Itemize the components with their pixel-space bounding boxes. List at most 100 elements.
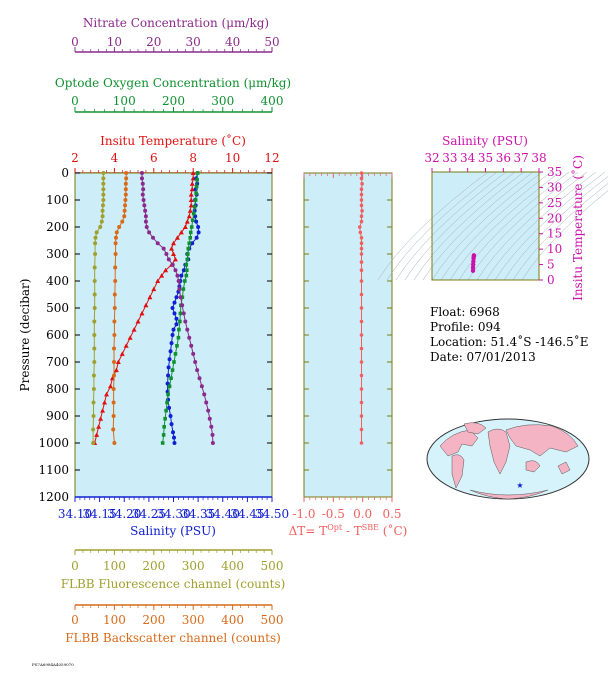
salinity-tick-label: 34.35 <box>181 507 215 521</box>
oxygen-point <box>164 408 168 413</box>
date: Date: 07/01/2013 <box>430 350 536 364</box>
fluorescence-point <box>100 208 105 213</box>
ts-x-tick-label: 37 <box>514 151 529 165</box>
oxygen-tick-label: 400 <box>261 94 284 108</box>
ts-density-contour <box>386 171 498 281</box>
temperature-point <box>135 319 141 324</box>
pressure-tick-label: 800 <box>46 382 69 396</box>
oxygen-point <box>177 327 181 332</box>
ts-salinity-label: Salinity (PSU) <box>442 134 528 148</box>
salinity-point <box>196 225 201 229</box>
ts-density-contour <box>467 171 579 281</box>
salinity-tick-label: 34.25 <box>132 507 166 521</box>
fluorescence-point <box>92 279 97 283</box>
ts-density-contour <box>521 190 608 281</box>
delta-t-point <box>359 241 364 245</box>
nitrate-point <box>177 287 182 292</box>
fluorescence-point <box>91 373 96 378</box>
backscatter-point <box>117 225 122 229</box>
nitrate-point <box>207 416 212 421</box>
backscatter-point <box>112 346 117 351</box>
backscatter-axis: 0 100 200 300 400 500 FLBB Backscatter channe… <box>65 604 283 645</box>
delta-t-point <box>359 187 364 191</box>
nitrate-point <box>161 246 166 251</box>
delta-t-point <box>359 346 364 351</box>
temperature-point <box>127 335 133 340</box>
backscatter-axis-label: FLBB Backscatter channel (counts) <box>65 631 281 645</box>
temperature-point <box>96 424 102 429</box>
fluorescence-point <box>93 252 98 256</box>
fluorescence-point <box>93 241 98 246</box>
oxygen-point <box>185 252 190 256</box>
oxygen-point <box>170 368 175 372</box>
delta-t-point <box>359 252 364 256</box>
salinity-tick-label: 34.40 <box>206 507 240 521</box>
temperature-point <box>119 351 125 356</box>
delta-t-point <box>359 400 364 405</box>
ts-x-tick-label: 32 <box>424 151 439 165</box>
backscatter-point <box>113 241 118 246</box>
nitrate-point <box>178 295 183 300</box>
temperature-tick-label: 4 <box>111 151 119 165</box>
float-location-marker: ★ <box>516 481 523 490</box>
backscatter-point <box>113 252 118 256</box>
oxygen-point <box>160 441 165 445</box>
fluorescence-point <box>91 400 96 405</box>
salinity-point <box>172 311 177 316</box>
fluorescence-tick-label: 300 <box>182 559 205 573</box>
fluorescence-point <box>91 427 96 432</box>
temperature-point <box>139 310 145 316</box>
backscatter-tick-label: 100 <box>103 613 126 627</box>
location: Location: 51.4˚S -146.5˚E <box>430 334 588 349</box>
nitrate-point <box>187 335 192 340</box>
dt-tick-label: 0.0 <box>353 507 372 521</box>
fluorescence-point <box>92 292 97 297</box>
fluorescence-point <box>99 219 104 224</box>
oxygen-point <box>188 236 193 240</box>
delta-t-point <box>358 230 363 235</box>
fluorescence-point <box>101 176 106 181</box>
temperature-point <box>113 367 119 373</box>
oxygen-point <box>195 171 200 175</box>
ts-y-tick-label: 5 <box>547 258 555 272</box>
ts-density-contour <box>404 171 516 281</box>
ts-x-tick-label: 36 <box>496 151 511 165</box>
delta-t-point <box>359 360 364 364</box>
salinity-point <box>194 235 199 240</box>
fluorescence-point <box>91 441 96 445</box>
backscatter-point <box>112 319 117 324</box>
salinity-tick-label: 34.45 <box>230 507 264 521</box>
temperature-tick-label: 2 <box>71 151 79 165</box>
dt-tick-label: -1.0 <box>292 507 315 521</box>
nitrate-point <box>193 360 198 364</box>
pressure-tick-label: 700 <box>46 355 69 369</box>
salinity-point <box>174 322 179 327</box>
oxygen-point <box>185 257 190 262</box>
backscatter-tick-label: 0 <box>71 613 79 627</box>
delta-t-point <box>359 319 364 324</box>
fluorescence-tick-label: 100 <box>103 559 126 573</box>
pressure-tick-label: 400 <box>46 274 69 288</box>
delta-t-axis-label: ΔT= TOpt - TSBE (˚C) <box>289 523 408 538</box>
footer-code: PS7A6984A4059070 <box>32 662 74 667</box>
fluorescence-point <box>91 387 96 391</box>
nitrate-point <box>143 219 148 224</box>
temperature-point <box>182 224 188 229</box>
backscatter-point <box>112 292 117 297</box>
nitrate-point <box>185 327 190 332</box>
ts-background <box>431 171 540 281</box>
fluorescence-point <box>100 214 105 219</box>
salinity-point <box>174 295 179 300</box>
fluorescence-point <box>100 203 105 208</box>
nitrate-tick-label: 50 <box>264 35 279 49</box>
ts-density-contour <box>512 183 608 281</box>
backscatter-point <box>111 427 116 432</box>
temperature-point <box>186 213 192 219</box>
oxygen-point <box>176 335 181 340</box>
backscatter-point <box>111 400 116 405</box>
salinity-point <box>166 365 171 370</box>
ts-y-tick-label: 0 <box>547 273 555 287</box>
salinity-point <box>167 357 172 362</box>
salinity-point <box>179 273 184 278</box>
float-info: Float: 6968 Profile: 094 Location: 51.4˚… <box>430 305 588 364</box>
